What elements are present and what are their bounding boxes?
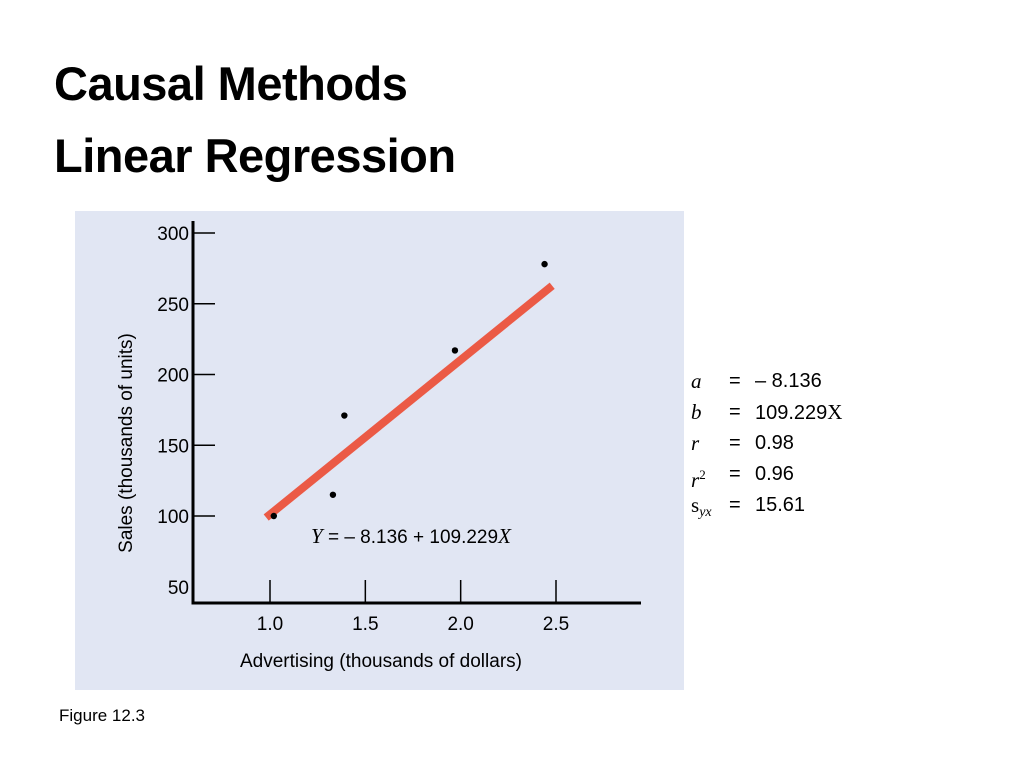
stat-row-r-squared: r2 = 0.96 bbox=[691, 459, 842, 492]
stat-row-syx: syx = 15.61 bbox=[691, 490, 842, 521]
stat-row-b: b = 109.229X bbox=[691, 397, 842, 428]
slide-title: Causal Methods Linear Regression bbox=[54, 48, 456, 192]
x-tick-label: 2.0 bbox=[447, 614, 473, 635]
title-line-2: Linear Regression bbox=[54, 129, 456, 182]
data-point bbox=[270, 512, 278, 520]
equals-sign: = bbox=[729, 370, 741, 392]
y-tick-label: 150 bbox=[157, 436, 189, 457]
regression-equation: Y = – 8.136 + 109.229X bbox=[311, 524, 512, 548]
equals-sign: = bbox=[729, 401, 741, 423]
x-axis-label: Advertising (thousands of dollars) bbox=[240, 651, 522, 672]
regression-stats: a = – 8.136 b = 109.229X r = 0.98 r2 = 0… bbox=[691, 366, 842, 521]
stat-value-b: 109.229X bbox=[755, 400, 843, 424]
data-point bbox=[329, 491, 337, 498]
title-line-1: Causal Methods bbox=[54, 57, 408, 110]
stat-value-syx: 15.61 bbox=[755, 494, 806, 516]
chart-panel: 50 100 150 200 250 300 1.0 1.5 2.0 2.5 Advertising… bbox=[75, 211, 684, 690]
x-tick-label: 1.5 bbox=[352, 614, 378, 635]
equation-var: X bbox=[497, 524, 512, 548]
y-tick-label: 100 bbox=[157, 507, 189, 528]
data-point bbox=[541, 260, 548, 268]
equals-sign: = bbox=[729, 463, 741, 485]
stat-value-r-squared: 0.96 bbox=[755, 463, 794, 485]
regression-chart: 50 100 150 200 250 300 1.0 1.5 2.0 2.5 Advertising… bbox=[116, 221, 641, 672]
equation-rhs: = – 8.136 + 109.229 bbox=[323, 527, 498, 548]
y-tick-label: 300 bbox=[157, 224, 189, 245]
stat-value-r: 0.98 bbox=[755, 432, 794, 454]
equation-lhs: Y bbox=[311, 524, 325, 548]
y-tick-label: 250 bbox=[157, 295, 189, 316]
y-tick-label: 50 bbox=[168, 578, 189, 599]
y-tick-label: 200 bbox=[157, 366, 189, 387]
regression-line bbox=[263, 282, 555, 521]
stat-symbol-a: a bbox=[691, 369, 702, 393]
stat-value-a: – 8.136 bbox=[755, 370, 822, 392]
data-point bbox=[451, 347, 459, 354]
stat-symbol-r-squared: r2 bbox=[691, 467, 706, 492]
stat-symbol-r: r bbox=[691, 431, 700, 455]
figure-caption: Figure 12.3 bbox=[59, 706, 145, 725]
x-tick-label: 2.5 bbox=[543, 614, 569, 635]
stat-row-r: r = 0.98 bbox=[691, 428, 842, 459]
y-axis-label: Sales (thousands of units) bbox=[116, 333, 137, 553]
equals-sign: = bbox=[729, 432, 741, 454]
stat-symbol-syx: syx bbox=[691, 493, 712, 520]
equals-sign: = bbox=[729, 494, 741, 516]
data-point bbox=[341, 412, 348, 419]
stat-row-a: a = – 8.136 bbox=[691, 366, 842, 397]
stat-symbol-b: b bbox=[691, 400, 702, 424]
x-tick-label: 1.0 bbox=[257, 614, 283, 635]
stat-value-b-suffix: X bbox=[827, 400, 843, 424]
